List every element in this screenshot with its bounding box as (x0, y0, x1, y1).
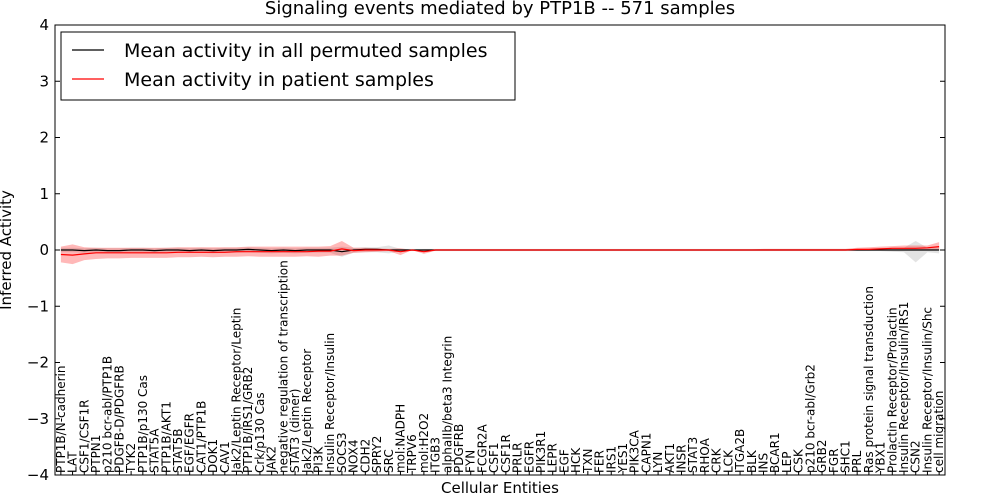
x-tick-label: HCK (569, 447, 583, 473)
chart-title: Signaling events mediated by PTP1B -- 57… (265, 0, 735, 19)
x-tick-label: TXN (581, 448, 595, 474)
x-tick-label: SRC (382, 449, 396, 473)
y-axis-title: Inferred Activity (0, 190, 15, 310)
y-tick-label: 2 (39, 129, 49, 147)
x-tick-label: Jak2/Leptin Receptor (300, 349, 314, 474)
x-tick-label: FER (593, 450, 607, 473)
x-tick-label: PTP1B/p130 Cas (136, 375, 150, 473)
x-tick-label: FYN (464, 450, 478, 473)
x-tick-label: PTP1B/N-cadherin (54, 366, 68, 473)
x-tick-label: CDH2 (358, 439, 372, 473)
x-tick-label: AKT1 (663, 443, 677, 473)
x-tick-label: TRPV6 (405, 434, 419, 474)
x-tick-label: LYN (651, 452, 665, 473)
x-tick-label: LEPR (546, 443, 560, 473)
x-tick-label: PTP1B/IRS1/GRB2 (241, 367, 255, 473)
x-tick-label: p210 bcr-abl/PTP1B (101, 356, 115, 473)
x-tick-label: LCK (721, 449, 735, 473)
x-tick-label: EGF/EGFR (183, 413, 197, 473)
x-tick-label: INSR (675, 445, 689, 473)
x-tick-label: PRLR (511, 442, 525, 473)
x-tick-label: ITGA2B (733, 429, 747, 473)
x-tick-label: PDGFB-D/PDGFRB (112, 365, 126, 473)
x-tick-label: EGFR (522, 441, 536, 473)
x-tick-label: CAPN1 (639, 433, 653, 473)
x-tick-label: CSF1/CSF1R (77, 400, 91, 473)
legend-label-permuted: Mean activity in all permuted samples (124, 40, 487, 62)
x-tick-label: TYK2 (124, 443, 138, 474)
x-tick-label: PRL (850, 450, 864, 473)
y-tick-label: 4 (39, 16, 49, 34)
x-tick-label: mol:NADPH (394, 404, 408, 473)
x-tick-label: CRK (710, 447, 724, 473)
legend: Mean activity in all permuted samples Me… (60, 31, 516, 101)
x-tick-label: SPRY2 (370, 436, 384, 473)
x-tick-label: STAT5A (148, 428, 162, 473)
x-tick-label: GRB2 (815, 439, 829, 473)
x-tick-label: CSN2 (909, 440, 923, 473)
x-tick-label: RHOA (698, 437, 712, 473)
x-tick-label: PI3K (312, 446, 326, 473)
x-tick-label: CSK (792, 448, 806, 473)
x-tick-label: STAT5B (171, 429, 185, 474)
x-tick-label: CSF1R (499, 434, 513, 473)
x-tick-label: JAK2 (265, 446, 279, 474)
x-tick-label: PIK3R1 (534, 431, 548, 473)
x-tick-label: IRS1 (604, 446, 618, 473)
x-axis-title: Cellular Entities (441, 479, 559, 497)
x-tick-label: p210 bcr-abl/Grb2 (803, 364, 817, 473)
x-tick-label: FCGR2A (475, 423, 489, 473)
x-tick-label: BLK (745, 449, 759, 473)
x-tick-label: Insulin Receptor/Insulin (323, 333, 337, 473)
y-tick-label: −4 (27, 466, 49, 484)
x-tick-label: PTP1B/AKT1 (159, 401, 173, 473)
x-tick-label: NOX4 (347, 439, 361, 473)
x-tick-label: Prolactin Receptor/Prolactin (885, 307, 899, 473)
x-tick-label: YES1 (616, 443, 630, 474)
x-tick-label: STAT3 (dimer) (288, 389, 302, 473)
x-tick-label: CSF1 (487, 442, 501, 473)
y-tick-label: −1 (27, 297, 49, 315)
x-tick-label: PTPN1 (89, 435, 103, 473)
y-tick-label: 1 (39, 185, 49, 203)
x-tick-label: CAT1/PTP1B (194, 401, 208, 473)
x-tick-label: SOCS3 (335, 432, 349, 473)
patient-band (60, 241, 940, 265)
x-tick-label: DOK1 (206, 439, 220, 473)
legend-frame (60, 31, 516, 101)
x-tick-label: LAT (66, 451, 80, 473)
x-tick-label: FGR (827, 448, 841, 473)
x-tick-label: Insulin Receptor/Insulin/IRS1 (897, 302, 911, 473)
plot-area: 4 3 2 1 0 −1 −2 −3 −4 PTP1B/N-cadherinLATCSF1/CSF… (27, 16, 946, 484)
x-tick-label: Ras protein signal transduction (862, 286, 876, 473)
x-tick-label: alphaIIb/beta3 Integrin (440, 336, 454, 473)
x-tick-label: negative regulation of transcription (276, 260, 290, 473)
x-tick-label: CAV1 (218, 441, 232, 473)
patient-mean-line (60, 246, 940, 256)
x-tick-label: Crk/p130 Cas (253, 392, 267, 473)
x-tick-label: EGF (557, 449, 571, 473)
x-tick-label: YBX1 (874, 442, 888, 474)
x-tick-label: SHC1 (839, 440, 853, 473)
x-tick-label: STAT3 (686, 437, 700, 473)
legend-label-patient: Mean activity in patient samples (124, 69, 434, 91)
x-tick-label: ITGB3 (429, 437, 443, 473)
x-tick-label: BCAR1 (768, 432, 782, 473)
x-tick-label: mol:H2O2 (417, 413, 431, 473)
y-tick-label: 0 (39, 241, 49, 259)
x-tick-label: PDGFRB (452, 424, 466, 473)
y-tick-label: −3 (27, 410, 49, 428)
x-tick-label: Insulin Receptor/Insulin/Shc (920, 307, 934, 473)
x-tick-label: cell migration (932, 391, 946, 473)
y-tick-label: −2 (27, 354, 49, 372)
y-tick-label: 3 (39, 72, 49, 90)
x-tick-label: INS (757, 453, 771, 473)
x-tick-label: Jak2/Leptin Receptor/Leptin (230, 308, 244, 474)
x-tick-label: LEP (780, 451, 794, 473)
x-tick-label: PIK3CA (628, 429, 642, 473)
